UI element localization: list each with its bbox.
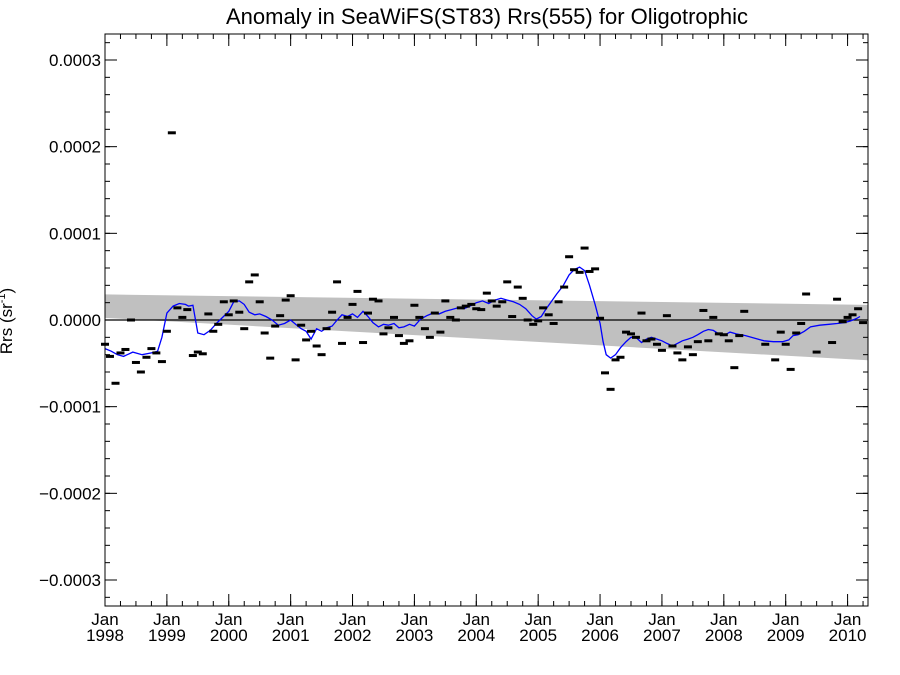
x-tick-label-year: 2001 [272,626,310,645]
x-tick-label-year: 2007 [643,626,681,645]
y-tick-label: 0.0003 [49,51,101,70]
x-tick-label-month: Jan [91,610,118,629]
x-tick-label-month: Jan [834,610,861,629]
x-tick-label-month: Jan [215,610,242,629]
y-axis-label-exponent: -1 [0,293,8,303]
x-tick-label-year: 2010 [829,626,867,645]
chart-title: Anomaly in SeaWiFS(ST83) Rrs(555) for Ol… [226,4,748,29]
x-tick-label-year: 2002 [334,626,372,645]
y-tick-label: 0.0000 [49,311,101,330]
x-tick-label-year: 1998 [86,626,124,645]
y-tick-label: −0.0003 [39,571,101,590]
x-tick-label-year: 2005 [519,626,557,645]
y-tick-label: −0.0001 [39,398,101,417]
x-tick-label-month: Jan [401,610,428,629]
x-tick-label-month: Jan [524,610,551,629]
x-tick-label-month: Jan [710,610,737,629]
x-tick-label-year: 2009 [767,626,805,645]
y-axis-label-close: ) [0,288,16,294]
x-tick-label-month: Jan [339,610,366,629]
trend-line-layer [104,266,861,359]
x-tick-label-month: Jan [772,610,799,629]
y-axis-label: Rrs (sr-1) [0,288,16,354]
x-tick-label-month: Jan [277,610,304,629]
x-tick-label-year: 2006 [581,626,619,645]
ticks-layer: 0.0003 0.0002 0.0001 0.0000 −0.0001 −0.0002 −0… [39,34,868,645]
trend-line [104,266,861,359]
x-tick-label-month: Jan [586,610,613,629]
y-tick-label: 0.0001 [49,224,101,243]
x-tick-label-year: 2004 [457,626,495,645]
confidence-band-layer [105,294,868,361]
x-tick-label-month: Jan [463,610,490,629]
x-tick-label-year: 2003 [395,626,433,645]
data-points-layer [101,131,868,391]
x-tick-label-year: 2008 [705,626,743,645]
y-tick-label: −0.0002 [39,484,101,503]
x-tick-label-year: 1999 [148,626,186,645]
y-axis-label-main: Rrs (sr [0,303,16,354]
y-tick-label: 0.0002 [49,138,101,157]
confidence-band [105,294,868,361]
x-tick-label-month: Jan [648,610,675,629]
x-tick-label-year: 2000 [210,626,248,645]
x-tick-label-month: Jan [153,610,180,629]
